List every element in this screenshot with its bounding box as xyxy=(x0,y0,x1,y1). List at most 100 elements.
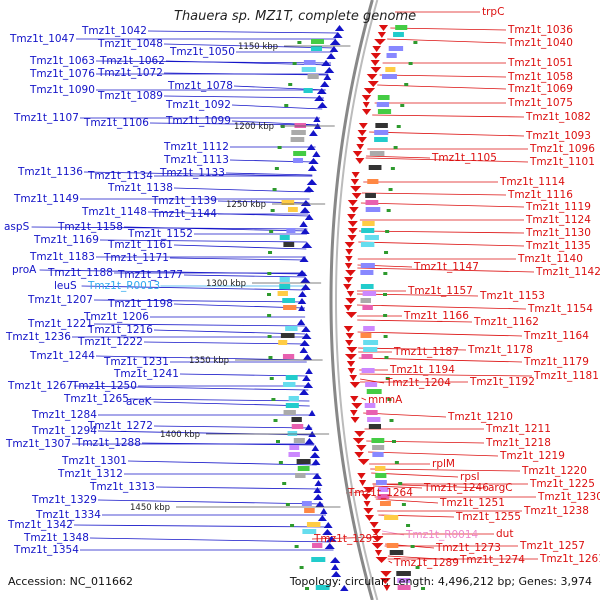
right-gene-label[interactable]: Tmz1t_1164 xyxy=(523,330,589,342)
left-gene-label[interactable]: Tmz1t_1222 xyxy=(77,336,143,348)
left-gene-label[interactable]: Tmz1t_1092 xyxy=(165,99,231,111)
left-gene-label[interactable]: Tmz1t_1133 xyxy=(159,167,225,179)
left-gene-label[interactable]: Tmz1t_1301 xyxy=(61,455,127,467)
right-gene-label[interactable]: Tmz1t_1082 xyxy=(525,111,591,123)
right-gene-label[interactable]: Tmz1t_1114 xyxy=(499,176,565,188)
right-gene-label[interactable]: Tmz1t_1187 xyxy=(393,346,459,358)
right-gene-label[interactable]: Tmz1t_1246 xyxy=(423,482,489,494)
right-gene-label[interactable]: rpsI xyxy=(460,471,480,483)
right-gene-label[interactable]: Tmz1t_1116 xyxy=(507,189,573,201)
right-gene-label[interactable]: Tmz1t_1178 xyxy=(467,344,533,356)
right-gene-label[interactable]: Tmz1t_1040 xyxy=(507,37,573,49)
right-gene-label[interactable]: Tmz1t_1218 xyxy=(485,437,551,449)
left-gene-label[interactable]: Tmz1t_1076 xyxy=(29,68,95,80)
left-gene-label[interactable]: Tmz1t_1148 xyxy=(81,206,147,218)
left-gene-label[interactable]: Tmz1t_1134 xyxy=(87,170,153,182)
left-gene-label[interactable]: Tmz1t_1241 xyxy=(113,368,179,380)
left-gene-label[interactable]: proA xyxy=(12,264,37,276)
left-gene-label[interactable]: Tmz1t_1144 xyxy=(151,208,217,220)
right-gene-label[interactable]: Tmz1t_1075 xyxy=(507,97,573,109)
left-gene-label[interactable]: Tmz1t_1236 xyxy=(5,331,71,343)
right-gene-label[interactable]: Tmz1t_1036 xyxy=(507,24,573,36)
right-gene-label[interactable]: Tmz1t_1181 xyxy=(533,370,599,382)
right-gene-label[interactable]: trpC xyxy=(482,6,504,18)
right-gene-label[interactable]: Tmz1t_1255 xyxy=(455,511,521,523)
left-gene-label[interactable]: Tmz1t_1177 xyxy=(117,269,183,281)
left-gene-label[interactable]: Tmz1t_1312 xyxy=(57,468,123,480)
left-gene-label[interactable]: Tmz1t_1231 xyxy=(103,356,169,368)
left-gene-label[interactable]: Tmz1t_1139 xyxy=(151,195,217,207)
left-gene-label[interactable]: Tmz1t_1265 xyxy=(63,393,129,405)
right-gene-label[interactable]: Tmz1t_1220 xyxy=(521,465,587,477)
right-gene-label[interactable]: Tmz1t_1051 xyxy=(507,57,573,69)
left-gene-label[interactable]: Tmz1t_1047 xyxy=(9,33,75,45)
right-gene-label[interactable]: Tmz1t_1230 xyxy=(537,491,600,503)
left-gene-label[interactable]: Tmz1t_1250 xyxy=(71,380,137,392)
right-gene-label[interactable]: Tmz1t_1130 xyxy=(525,227,591,239)
left-gene-label[interactable]: Tmz1t_1348 xyxy=(23,532,89,544)
left-gene-label[interactable]: Tmz1t_1106 xyxy=(83,117,149,129)
left-gene-label[interactable]: Tmz1t_1171 xyxy=(103,252,169,264)
left-gene-label[interactable]: Tmz1t_1113 xyxy=(163,154,229,166)
right-gene-label[interactable]: Tmz1t_1211 xyxy=(485,423,551,435)
right-gene-label[interactable]: Tmz1t_1264 xyxy=(347,487,413,499)
left-gene-label[interactable]: Tmz1t_1072 xyxy=(97,67,163,79)
right-gene-label[interactable]: Tmz1t_1251 xyxy=(439,497,505,509)
left-gene-label[interactable]: Tmz1t_1188 xyxy=(47,267,113,279)
left-gene-label[interactable]: Tmz1t_1342 xyxy=(7,519,73,531)
left-gene-label[interactable]: Tmz1t_1244 xyxy=(29,350,95,362)
left-gene-label[interactable]: Tmz1t_1149 xyxy=(13,193,79,205)
right-gene-label[interactable]: Tmz1t_1273 xyxy=(435,542,501,554)
left-gene-label[interactable]: Tmz1t_1198 xyxy=(107,298,173,310)
left-gene-label[interactable]: Tmz1t_1048 xyxy=(97,38,163,50)
left-gene-label[interactable]: Tmz1t_1062 xyxy=(99,55,165,67)
left-gene-label[interactable]: Tmz1t_1152 xyxy=(127,228,193,240)
right-gene-label[interactable]: Tmz1t_1142 xyxy=(535,266,600,278)
right-gene-label[interactable]: Tmz1t_1162 xyxy=(473,316,539,328)
left-gene-label[interactable]: Tmz1t_1099 xyxy=(165,115,231,127)
right-gene-label[interactable]: Tmz1t_1153 xyxy=(479,290,545,302)
left-gene-label[interactable]: aceK xyxy=(126,396,153,408)
right-gene-label[interactable]: Tmz1t_1124 xyxy=(525,214,591,226)
right-gene-label[interactable]: Tmz1t_1096 xyxy=(529,143,595,155)
left-gene-label[interactable]: Tmz1t_1284 xyxy=(31,409,97,421)
right-gene-label[interactable]: Tmz1t_1225 xyxy=(529,478,595,490)
left-gene-label[interactable]: Tmz1t_1216 xyxy=(87,324,153,336)
right-gene-label[interactable]: Tmz1t_1058 xyxy=(507,71,573,83)
right-gene-label[interactable]: Tmz1t_1204 xyxy=(385,377,451,389)
left-gene-label[interactable]: Tmz1t_1354 xyxy=(13,544,79,556)
right-gene-label[interactable]: Tmz1t_1210 xyxy=(447,411,513,423)
left-gene-label[interactable]: Tmz1t_1090 xyxy=(29,84,95,96)
left-gene-label[interactable]: Tmz1t_1307 xyxy=(5,438,71,450)
left-gene-label[interactable]: Tmz1t_1206 xyxy=(83,311,149,323)
right-gene-label[interactable]: Tmz1t_1101 xyxy=(529,156,595,168)
left-gene-label[interactable]: Tmz1t_1221 xyxy=(27,318,93,330)
right-gene-label[interactable]: Tmz1t_1192 xyxy=(469,376,535,388)
left-gene-label[interactable]: Tmz1t_1183 xyxy=(29,251,95,263)
right-gene-label[interactable]: rplM xyxy=(432,458,455,470)
left-gene-label[interactable]: Tmz1t_1161 xyxy=(107,239,173,251)
right-gene-label[interactable]: Tmz1t_1135 xyxy=(525,240,591,252)
left-gene-label[interactable]: Tmz1t_1169 xyxy=(33,234,99,246)
left-gene-label[interactable]: Tmz1t_1089 xyxy=(97,90,163,102)
right-gene-label[interactable]: Tmz1t_1293 xyxy=(313,533,379,545)
right-gene-label[interactable]: Tmz1t_1157 xyxy=(407,285,473,297)
left-gene-label[interactable]: Tmz1t_1158 xyxy=(57,221,123,233)
left-gene-label[interactable]: Tmz1t_1288 xyxy=(75,437,141,449)
left-gene-label[interactable]: Tmz1t_1329 xyxy=(31,494,97,506)
right-gene-label[interactable]: Tmz1t_1194 xyxy=(389,364,455,376)
left-gene-label[interactable]: Tmz1t_1267 xyxy=(7,380,73,392)
left-gene-label[interactable]: Tmz1t_1334 xyxy=(35,509,101,521)
right-gene-label[interactable]: Tmz1t_1069 xyxy=(507,83,573,95)
right-gene-label[interactable]: Tmz1t_R0014 xyxy=(405,529,479,541)
right-gene-label[interactable]: Tmz1t_1093 xyxy=(525,130,591,142)
right-gene-label[interactable]: Tmz1t_1166 xyxy=(403,310,469,322)
left-gene-label[interactable]: leuS xyxy=(54,280,77,292)
left-gene-label[interactable]: Tmz1t_1138 xyxy=(107,182,173,194)
left-gene-label[interactable]: Tmz1t_1050 xyxy=(169,46,235,58)
right-gene-label[interactable]: mnmA xyxy=(368,394,403,406)
right-gene-label[interactable]: Tmz1t_1274 xyxy=(459,554,525,566)
right-gene-label[interactable]: Tmz1t_1219 xyxy=(499,450,565,462)
right-gene-label[interactable]: Tmz1t_1140 xyxy=(517,253,583,265)
left-gene-label[interactable]: Tmz1t_1063 xyxy=(29,55,95,67)
